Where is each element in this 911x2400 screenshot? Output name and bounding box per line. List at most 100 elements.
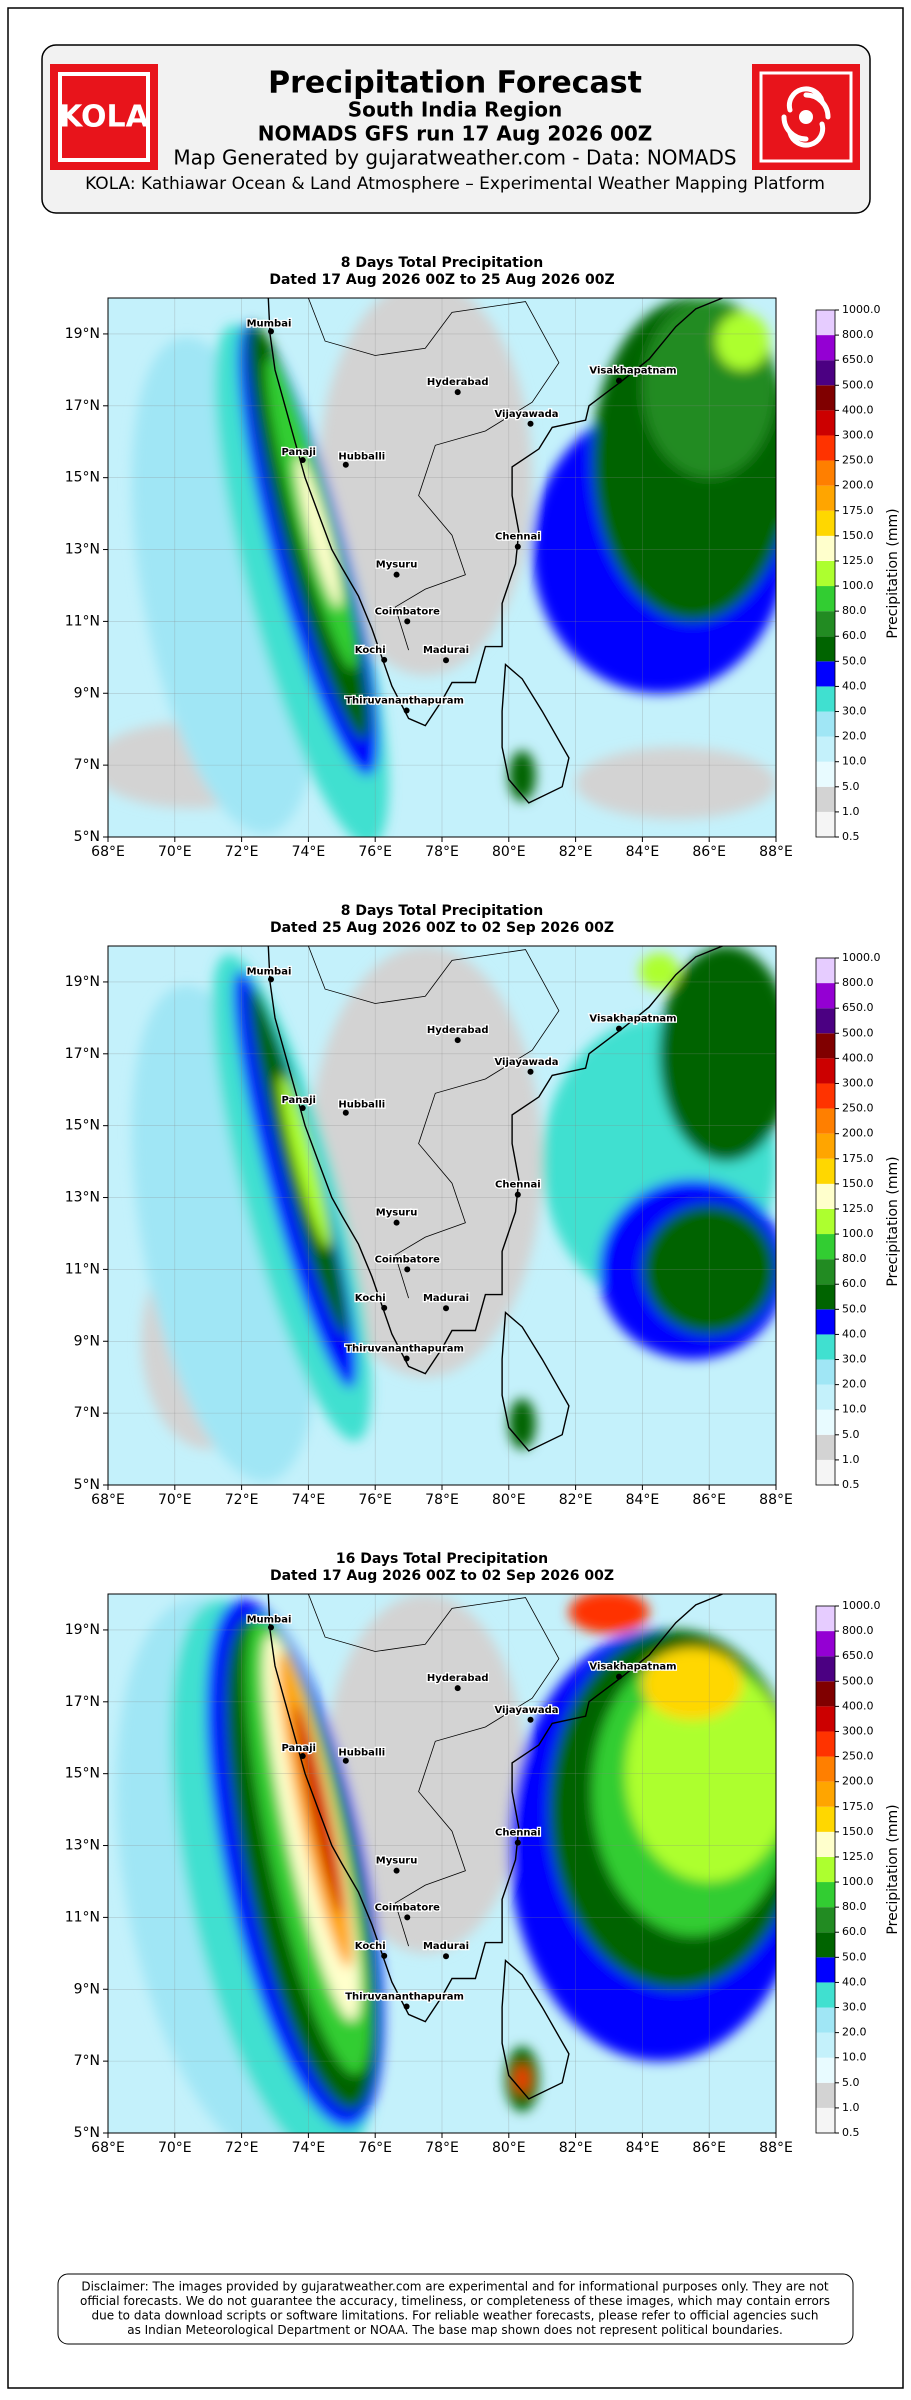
colorbar-segment bbox=[816, 983, 835, 1009]
colorbar-tick-label: 20.0 bbox=[842, 2026, 867, 2039]
colorbar-tick-label: 50.0 bbox=[842, 654, 867, 667]
y-tick-label: 17°N bbox=[65, 1046, 100, 1062]
colorbar-tick-label: 650.0 bbox=[842, 1649, 874, 1662]
colorbar-segment bbox=[816, 1756, 835, 1782]
city-label: Thiruvananthapuram bbox=[345, 1344, 464, 1355]
disclaimer-line: official forecasts. We do not guarantee … bbox=[80, 2294, 830, 2308]
colorbar-frame bbox=[815, 1605, 836, 2134]
colorbar-segment bbox=[816, 410, 835, 436]
y-tick-label: 19°N bbox=[65, 974, 100, 990]
colorbar-tick-label: 500.0 bbox=[842, 378, 874, 391]
precip-area bbox=[279, 1074, 331, 1249]
precip-area bbox=[659, 946, 776, 1162]
y-tick-label: 11°N bbox=[65, 1909, 100, 1925]
colorbar-segment bbox=[816, 1083, 835, 1109]
coastline bbox=[267, 1594, 723, 2023]
city-label: Chennai bbox=[495, 532, 541, 543]
x-tick-label: 74°E bbox=[292, 1492, 326, 1508]
panel-title: 8 Days Total Precipitation bbox=[341, 903, 544, 919]
colorbar-tick-label: 10.0 bbox=[842, 2051, 867, 2064]
colorbar-segment bbox=[816, 360, 835, 386]
colorbar-segment bbox=[816, 586, 835, 612]
x-tick-label: 84°E bbox=[626, 1492, 660, 1508]
x-tick-label: 76°E bbox=[358, 844, 392, 860]
colorbar-tick-label: 30.0 bbox=[842, 2001, 867, 2014]
panel-title: 16 Days Total Precipitation bbox=[336, 1551, 548, 1567]
colorbar-segment bbox=[816, 310, 835, 336]
city-label: Hubballi bbox=[338, 1100, 385, 1111]
precip-area bbox=[642, 1647, 743, 1720]
colorbar-tick-label: 0.5 bbox=[842, 1478, 860, 1491]
colorbar-tick-label: 0.5 bbox=[842, 830, 860, 843]
colorbar-tick-label: 300.0 bbox=[842, 428, 874, 441]
colorbar-segment bbox=[816, 2082, 835, 2108]
logo-eye bbox=[799, 110, 813, 124]
y-tick-label: 13°N bbox=[65, 1838, 100, 1854]
x-tick-label: 80°E bbox=[492, 2140, 526, 2156]
run: NOMADS GFS run 17 Aug 2026 00Z bbox=[258, 122, 653, 146]
city-dot bbox=[404, 1914, 411, 1921]
city-dot bbox=[527, 420, 534, 427]
colorbar-tick-label: 800.0 bbox=[842, 976, 874, 989]
colorbar-tick-label: 10.0 bbox=[842, 755, 867, 768]
precip-area bbox=[508, 750, 536, 802]
x-tick-label: 76°E bbox=[358, 2140, 392, 2156]
colorbar-tick-label: 60.0 bbox=[842, 1925, 867, 1938]
colorbar-tick-label: 800.0 bbox=[842, 1624, 874, 1637]
state-border bbox=[308, 1594, 560, 1947]
colorbar-segment bbox=[816, 1631, 835, 1657]
city-label: Hubballi bbox=[338, 452, 385, 463]
colorbar-segment bbox=[816, 1359, 835, 1385]
colorbar-tick-label: 1000.0 bbox=[842, 1599, 881, 1612]
colorbar-segment bbox=[816, 1781, 835, 1807]
colorbar-tick-label: 80.0 bbox=[842, 604, 867, 617]
city-label: Visakhapatnam bbox=[589, 1662, 676, 1673]
city-dot bbox=[342, 1757, 349, 1764]
colorbar-tick-label: 125.0 bbox=[842, 554, 874, 567]
precip-area bbox=[515, 2064, 529, 2094]
map-field: Mumbai Panaji Hubballi Hyderabad Vijayawada V… bbox=[108, 1594, 776, 2133]
colorbar-tick-label: 400.0 bbox=[842, 403, 874, 416]
precip-area bbox=[715, 312, 770, 370]
platform: KOLA: Kathiawar Ocean & Land Atmosphere … bbox=[85, 174, 825, 194]
city-dot bbox=[267, 1624, 274, 1631]
x-tick-label: 80°E bbox=[492, 1492, 526, 1508]
city-dot bbox=[443, 657, 450, 664]
logo-text: KOLA bbox=[59, 100, 150, 135]
y-tick-label: 11°N bbox=[65, 613, 100, 629]
city-dot bbox=[267, 328, 274, 335]
city-label: Thiruvananthapuram bbox=[345, 1992, 464, 2003]
x-tick-label: 82°E bbox=[559, 1492, 593, 1508]
y-tick-label: 5°N bbox=[74, 829, 100, 845]
colorbar-tick-label: 650.0 bbox=[842, 353, 874, 366]
colorbar-tick-label: 20.0 bbox=[842, 1378, 867, 1391]
city-dot bbox=[443, 1305, 450, 1312]
colorbar-tick-label: 400.0 bbox=[842, 1051, 874, 1064]
city-dot bbox=[616, 1673, 623, 1680]
colorbar-tick-label: 200.0 bbox=[842, 479, 874, 492]
colorbar-segment bbox=[816, 661, 835, 687]
city-dot bbox=[443, 1953, 450, 1960]
city-dot bbox=[381, 656, 388, 663]
colorbar-tick-label: 125.0 bbox=[842, 1850, 874, 1863]
city-dot bbox=[299, 457, 306, 464]
right-logo bbox=[752, 64, 860, 170]
colorbar-segment bbox=[816, 1731, 835, 1757]
y-tick-label: 15°N bbox=[65, 1118, 100, 1134]
colorbar-segment bbox=[816, 1108, 835, 1134]
colorbar-segment bbox=[816, 736, 835, 762]
x-tick-label: 68°E bbox=[91, 844, 125, 860]
city-label: Vijayawada bbox=[494, 409, 558, 420]
colorbar-tick-label: 40.0 bbox=[842, 679, 867, 692]
panel-subtitle: Dated 17 Aug 2026 00Z to 25 Aug 2026 00Z bbox=[269, 272, 614, 288]
precip-area bbox=[575, 747, 776, 820]
y-tick-label: 17°N bbox=[65, 1694, 100, 1710]
x-tick-label: 70°E bbox=[158, 844, 192, 860]
city-label: Vijayawada bbox=[494, 1057, 558, 1068]
y-tick-label: 9°N bbox=[74, 685, 100, 701]
panel-subtitle: Dated 25 Aug 2026 00Z to 02 Sep 2026 00Z bbox=[270, 920, 614, 936]
x-tick-label: 84°E bbox=[626, 2140, 660, 2156]
coastline bbox=[501, 1311, 570, 1452]
